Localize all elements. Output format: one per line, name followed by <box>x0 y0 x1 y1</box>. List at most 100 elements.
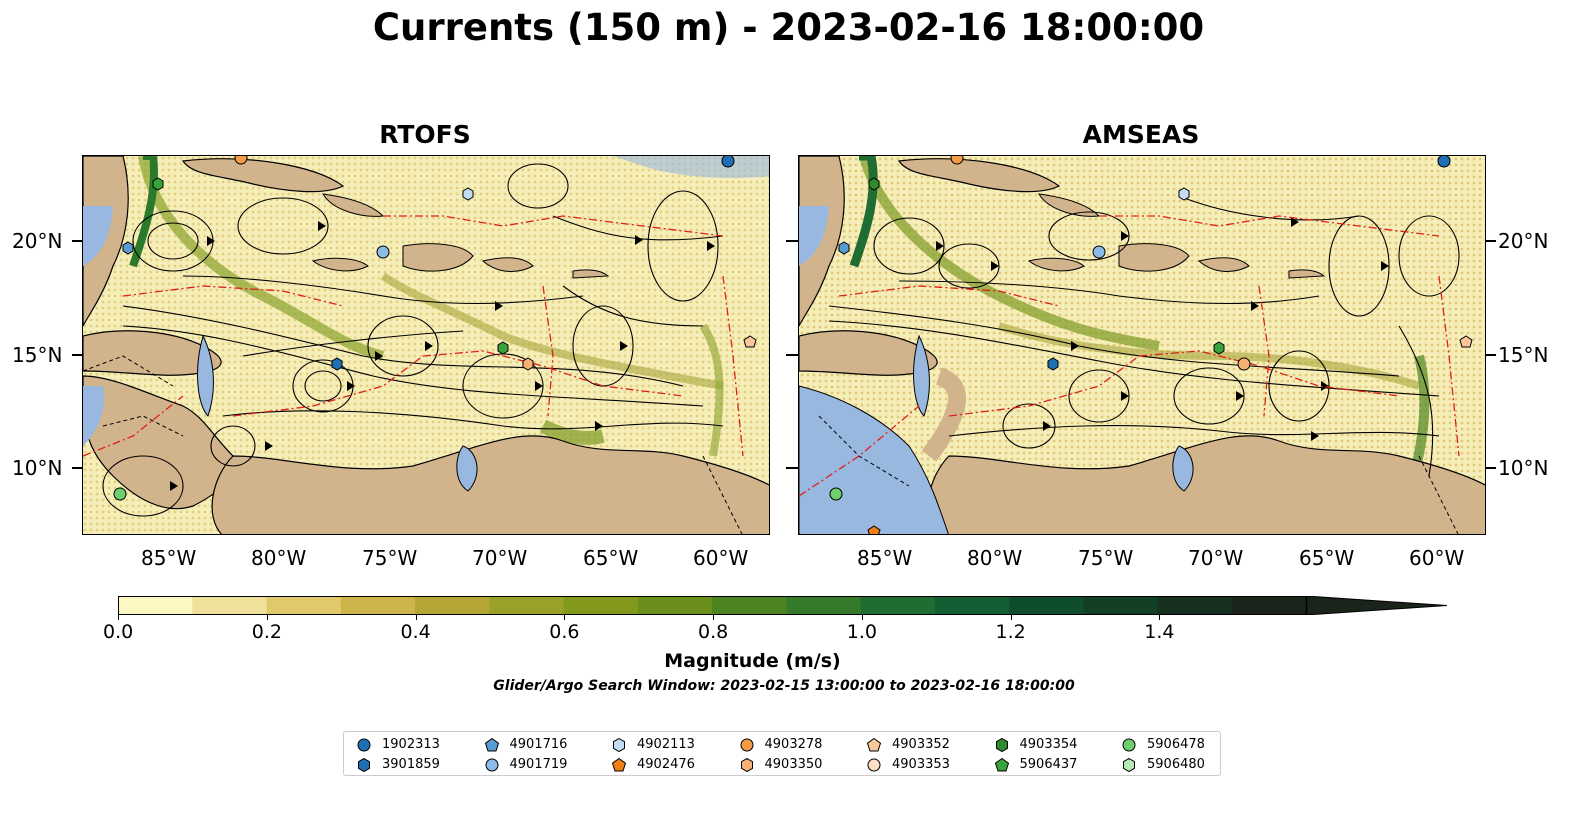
colorbar-tick-label: 0.0 <box>103 621 134 643</box>
legend-label: 4902476 <box>637 757 695 772</box>
circle-marker-icon <box>485 758 498 772</box>
colorbar-tick-label: 0.4 <box>400 621 431 643</box>
legend-label: 4902113 <box>637 737 695 752</box>
colorbar-segment <box>712 596 787 615</box>
colorbar-title: Magnitude (m/s) <box>664 650 841 672</box>
colorbar-tickmark <box>1010 615 1012 620</box>
colorbar-segment <box>860 596 936 615</box>
colorbar-tickmark <box>564 615 566 620</box>
colorbar-segment <box>192 596 268 615</box>
colorbar-tickmark <box>118 615 119 620</box>
pentagon-marker-icon <box>484 737 499 752</box>
lon-tick-80w: 80°W <box>967 546 1023 570</box>
colorbar-tickmark <box>415 615 417 620</box>
tickmark <box>1486 467 1496 469</box>
map-amseas[interactable] <box>798 155 1486 535</box>
colorbar-segment <box>1009 596 1084 615</box>
colorbar-tickmark <box>713 615 714 620</box>
lon-tick-80w: 80°W <box>251 546 307 570</box>
lon-tick-85w: 85°W <box>141 546 197 570</box>
colorbar-segment <box>340 596 416 615</box>
lon-tick-60w: 60°W <box>1409 546 1465 570</box>
colorbar-segment <box>786 596 862 615</box>
panel-title-rtofs: RTOFS <box>379 120 471 149</box>
pentagon-marker-icon <box>866 737 882 752</box>
lon-tick-65w: 65°W <box>583 546 639 570</box>
legend-label: 5906437 <box>1019 757 1078 772</box>
colorbar-tick-label: 1.2 <box>995 621 1026 643</box>
colorbar-tickmark <box>861 615 863 620</box>
legend-label: 4903354 <box>1019 737 1078 752</box>
lat-tick-20n-left: 20°N <box>12 229 63 253</box>
lat-tick-10n-left: 10°N <box>12 456 63 480</box>
tickmark <box>1486 354 1496 356</box>
tickmark <box>1486 240 1496 242</box>
legend: 1902313 3901859 4901716 4901719 4902113 49024… <box>343 731 1221 776</box>
hexagon-marker-icon <box>613 737 625 753</box>
colorbar-segment <box>637 596 713 615</box>
lat-tick-10n-right: 10°N <box>1498 456 1549 480</box>
legend-label: 4903350 <box>764 757 823 772</box>
colorbar-segment <box>1231 596 1307 615</box>
tickmark <box>786 240 798 242</box>
legend-label: 1902313 <box>382 737 440 752</box>
colorbar-tick-label: 1.0 <box>846 621 877 643</box>
circle-marker-icon <box>1122 738 1136 752</box>
colorbar-extend-arrow <box>1305 596 1448 615</box>
lat-tick-15n-left: 15°N <box>12 343 63 367</box>
lon-tick-70w: 70°W <box>472 546 528 570</box>
colorbar-tick-label: 1.4 <box>1144 621 1175 643</box>
circle-marker-icon <box>357 738 371 752</box>
hexagon-marker-icon <box>740 757 753 773</box>
colorbar <box>118 596 1448 615</box>
colorbar-tick-label: 0.2 <box>251 621 282 643</box>
figure-title: Currents (150 m) - 2023-02-16 18:00:00 <box>372 6 1205 49</box>
lon-tick-75w: 75°W <box>1078 546 1134 570</box>
tickmark <box>72 467 82 469</box>
lon-tick-65w: 65°W <box>1299 546 1355 570</box>
legend-label: 4903353 <box>892 757 950 772</box>
legend-label: 4901716 <box>509 737 568 752</box>
colorbar-segment <box>563 596 639 615</box>
search-window-subtitle: Glider/Argo Search Window: 2023-02-15 13… <box>493 678 1075 694</box>
colorbar-tickmark <box>266 615 268 620</box>
legend-label: 5906478 <box>1147 737 1205 752</box>
colorbar-tick-label: 0.8 <box>698 621 729 643</box>
map-rtofs[interactable] <box>82 155 770 535</box>
hexagon-marker-icon <box>358 757 370 773</box>
colorbar-tickmark <box>1159 615 1161 620</box>
tickmark <box>786 354 798 356</box>
lat-tick-20n-right: 20°N <box>1498 229 1549 253</box>
legend-label: 4903352 <box>892 737 950 752</box>
legend-label: 4903278 <box>764 737 823 752</box>
panel-title-amseas: AMSEAS <box>1082 120 1200 149</box>
tickmark <box>72 240 82 242</box>
circle-marker-icon <box>740 738 753 752</box>
legend-label: 5906480 <box>1147 757 1205 772</box>
pentagon-marker-icon <box>994 757 1009 772</box>
colorbar-tick-label: 0.6 <box>549 621 580 643</box>
lon-tick-85w: 85°W <box>857 546 913 570</box>
map-amseas-canvas <box>799 156 1485 534</box>
tickmark <box>72 354 82 356</box>
hexagon-marker-icon <box>1123 757 1135 773</box>
colorbar-segment <box>1083 596 1159 615</box>
colorbar-segment <box>118 596 193 615</box>
tickmark <box>786 467 798 469</box>
pentagon-marker-icon <box>611 757 627 772</box>
lon-tick-60w: 60°W <box>693 546 749 570</box>
lon-tick-70w: 70°W <box>1188 546 1244 570</box>
colorbar-segment <box>266 596 342 615</box>
colorbar-segment <box>415 596 490 615</box>
legend-label: 3901859 <box>382 757 440 772</box>
lat-tick-15n-right: 15°N <box>1498 343 1549 367</box>
hexagon-marker-icon <box>995 737 1008 753</box>
lon-tick-75w: 75°W <box>362 546 418 570</box>
legend-label: 4901719 <box>509 757 568 772</box>
colorbar-segment <box>934 596 1010 615</box>
colorbar-frame <box>118 596 1308 615</box>
colorbar-segment <box>489 596 565 615</box>
map-rtofs-canvas <box>83 156 769 534</box>
colorbar-segment <box>1157 596 1233 615</box>
circle-marker-icon <box>867 758 881 772</box>
